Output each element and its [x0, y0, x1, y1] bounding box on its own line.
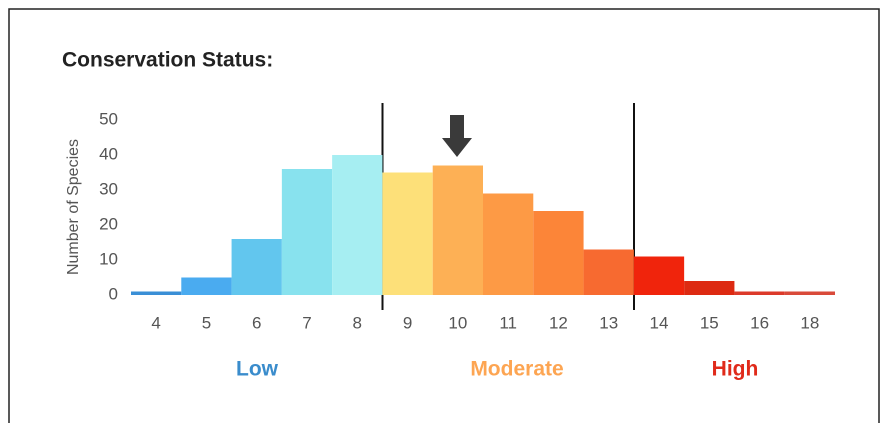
bar — [483, 193, 534, 295]
bar — [784, 291, 835, 295]
bar — [432, 165, 483, 295]
bar — [684, 281, 735, 295]
x-tick-label: 14 — [650, 313, 669, 332]
group-label: High — [712, 358, 759, 381]
x-tick-label: 15 — [700, 313, 719, 332]
arrow — [442, 115, 472, 157]
y-tick-label: 30 — [99, 179, 118, 198]
bar — [734, 291, 785, 295]
x-tick-label: 18 — [800, 313, 819, 332]
x-tick-label: 7 — [302, 313, 311, 332]
x-tick-label: 5 — [202, 313, 211, 332]
y-tick-label: 40 — [99, 144, 118, 163]
y-tick-label: 10 — [99, 249, 118, 268]
bar — [231, 239, 282, 295]
x-tick-label: 11 — [499, 313, 517, 332]
x-tick-label: 13 — [599, 313, 618, 332]
group-label: Moderate — [470, 358, 563, 381]
y-tick-label: 20 — [99, 214, 118, 233]
chart-title: Conservation Status: — [62, 49, 273, 72]
x-tick-label: 12 — [549, 313, 568, 332]
bar — [633, 256, 685, 295]
bar — [131, 291, 182, 295]
y-tick-label: 0 — [109, 284, 118, 303]
bar — [332, 155, 383, 295]
bar — [583, 249, 634, 295]
y-tick-label: 50 — [99, 109, 118, 128]
x-tick-label: 4 — [151, 313, 160, 332]
bar — [281, 169, 333, 295]
bar — [533, 211, 584, 295]
bar — [181, 277, 232, 295]
x-tick-label: 9 — [403, 313, 412, 332]
bar — [382, 172, 433, 295]
x-tick-label: 16 — [750, 313, 769, 332]
group-label: Low — [236, 358, 279, 381]
x-tick-label: 10 — [448, 313, 467, 332]
x-tick-label: 6 — [252, 313, 261, 332]
frame — [8, 8, 880, 423]
y-axis-label: Number of Species — [65, 139, 82, 275]
x-tick-label: 8 — [353, 313, 362, 332]
